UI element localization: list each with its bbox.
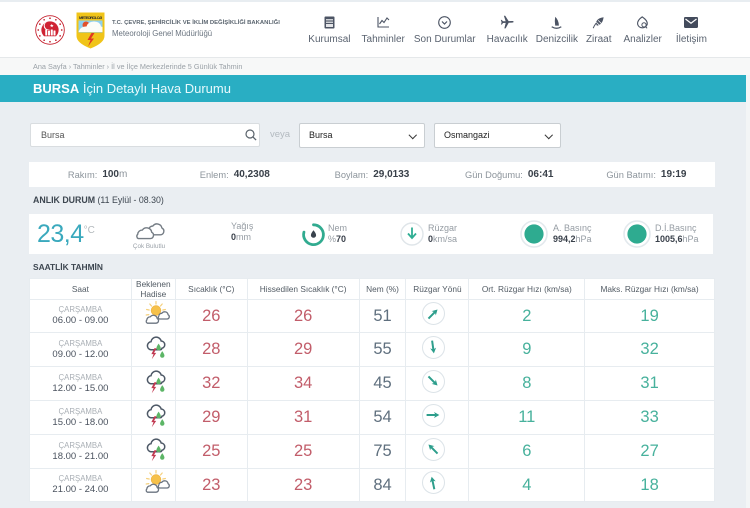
svg-text:METEOROLOJI: METEOROLOJI: [79, 15, 102, 20]
